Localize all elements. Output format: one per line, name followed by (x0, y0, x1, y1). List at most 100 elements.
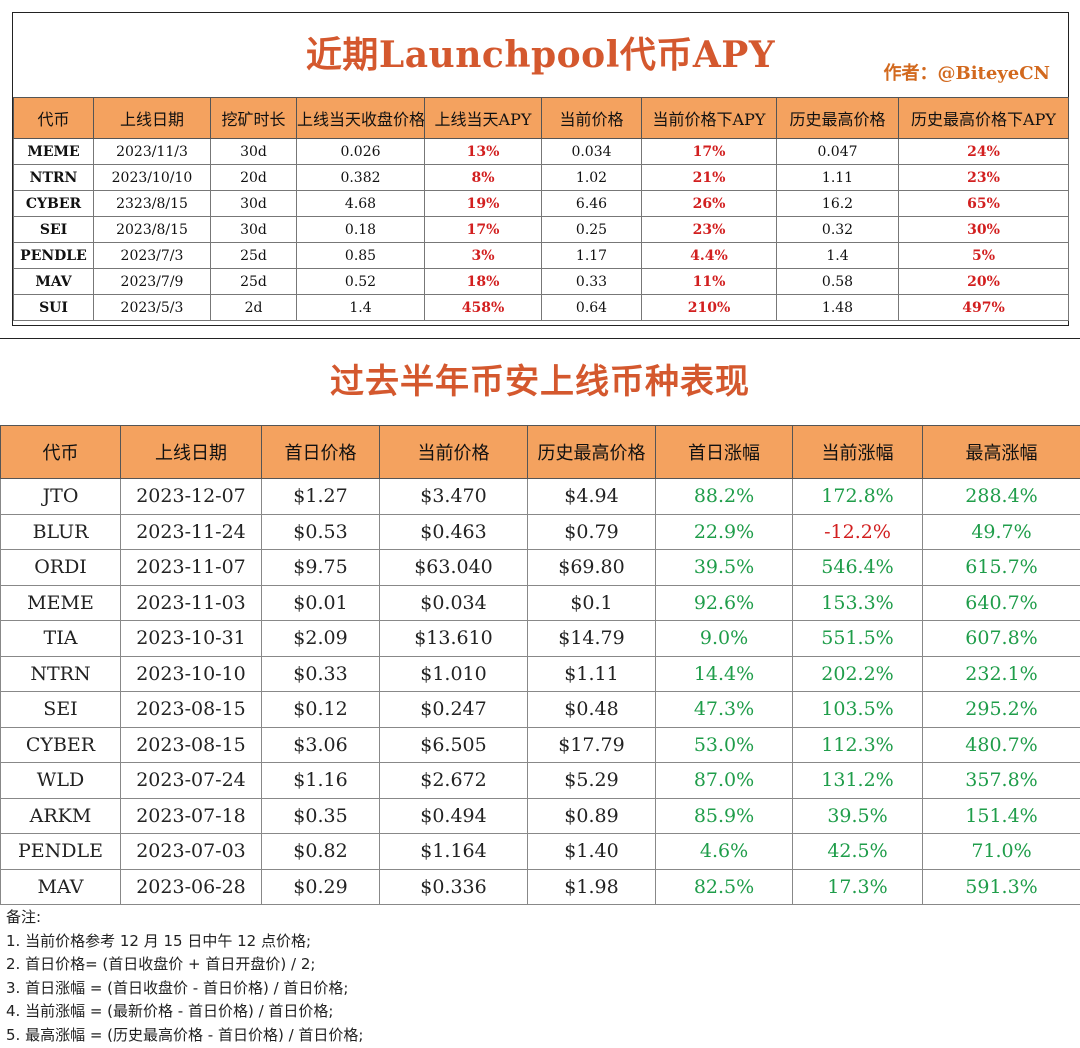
footnotes: 备注:1. 当前价格参考 12 月 15 日中午 12 点价格;2. 首日价格=… (6, 906, 363, 1048)
listing-cell: 232.1% (923, 656, 1080, 692)
listing-header-cell: 代币 (1, 426, 121, 479)
launchpool-cell: 2323/8/15 (94, 191, 211, 217)
launchpool-cell: 0.18 (297, 217, 425, 243)
launchpool-cell: 2023/7/3 (94, 243, 211, 269)
launchpool-cell: 2023/11/3 (94, 139, 211, 165)
launchpool-cell: 4.68 (297, 191, 425, 217)
listing-cell: 607.8% (923, 621, 1080, 657)
listing-cell: $0.336 (380, 869, 528, 905)
launchpool-cell: 2023/5/3 (94, 295, 211, 321)
listing-cell: $2.09 (262, 621, 380, 657)
listing-cell: 2023-10-31 (121, 621, 262, 657)
listing-cell: CYBER (1, 727, 121, 763)
listing-cell: 2023-07-24 (121, 763, 262, 799)
listing-cell: $1.27 (262, 479, 380, 515)
listing-cell: 2023-11-24 (121, 514, 262, 550)
author-credit: 作者：@BiteyeCN (883, 59, 1050, 85)
listing-cell: $0.82 (262, 834, 380, 870)
listing-cell: 288.4% (923, 479, 1080, 515)
footnote-line: 3. 首日涨幅 = (首日收盘价 - 首日价格) / 首日价格; (6, 977, 363, 1001)
listing-cell: 615.7% (923, 550, 1080, 586)
listing-cell: 2023-11-03 (121, 585, 262, 621)
listing-cell: 112.3% (793, 727, 923, 763)
listing-cell: $3.470 (380, 479, 528, 515)
listing-cell: 71.0% (923, 834, 1080, 870)
listing-cell: 551.5% (793, 621, 923, 657)
listing-header-cell: 上线日期 (121, 426, 262, 479)
listing-cell: 2023-10-10 (121, 656, 262, 692)
listing-cell: 47.3% (656, 692, 793, 728)
launchpool-cell: 2023/7/9 (94, 269, 211, 295)
launchpool-cell: 458% (425, 295, 542, 321)
listing-cell: 2023-07-03 (121, 834, 262, 870)
launchpool-cell: 8% (425, 165, 542, 191)
launchpool-cell: 210% (642, 295, 777, 321)
launchpool-apy-panel: 近期Launchpool代币APY 作者：@BiteyeCN 代币上线日期挖矿时… (12, 12, 1069, 326)
listing-header-cell: 最高涨幅 (923, 426, 1080, 479)
listing-cell: $13.610 (380, 621, 528, 657)
launchpool-header-cell: 上线当天APY (425, 98, 542, 139)
launchpool-cell: 0.25 (542, 217, 642, 243)
listing-cell: $0.33 (262, 656, 380, 692)
listing-cell: 82.5% (656, 869, 793, 905)
launchpool-cell: 21% (642, 165, 777, 191)
listing-cell: 202.2% (793, 656, 923, 692)
listing-cell: $0.48 (528, 692, 656, 728)
listing-cell: WLD (1, 763, 121, 799)
launchpool-cell: 1.17 (542, 243, 642, 269)
launchpool-cell: 0.026 (297, 139, 425, 165)
launchpool-cell: 19% (425, 191, 542, 217)
listing-cell: BLUR (1, 514, 121, 550)
listing-performance-title: 过去半年币安上线币种表现 (0, 340, 1080, 424)
listing-cell: 14.4% (656, 656, 793, 692)
launchpool-cell: 24% (899, 139, 1069, 165)
listing-cell: 172.8% (793, 479, 923, 515)
launchpool-cell: 0.64 (542, 295, 642, 321)
launchpool-header-cell: 代币 (14, 98, 94, 139)
listing-cell: $1.40 (528, 834, 656, 870)
launchpool-cell: 3% (425, 243, 542, 269)
launchpool-cell: 2d (211, 295, 297, 321)
listing-cell: $1.010 (380, 656, 528, 692)
listing-cell: MEME (1, 585, 121, 621)
launchpool-cell: 0.33 (542, 269, 642, 295)
listing-cell: ORDI (1, 550, 121, 586)
listing-cell: $6.505 (380, 727, 528, 763)
listing-cell: PENDLE (1, 834, 121, 870)
launchpool-cell: 30% (899, 217, 1069, 243)
footnote-line: 5. 最高涨幅 = (历史最高价格 - 首日价格) / 首日价格; (6, 1024, 363, 1048)
listing-cell: 49.7% (923, 514, 1080, 550)
listing-cell: 42.5% (793, 834, 923, 870)
listing-cell: $0.01 (262, 585, 380, 621)
launchpool-cell: 1.11 (777, 165, 899, 191)
launchpool-cell: 0.047 (777, 139, 899, 165)
launchpool-cell: 0.58 (777, 269, 899, 295)
listing-cell: 480.7% (923, 727, 1080, 763)
footnote-line: 4. 当前涨幅 = (最新价格 - 首日价格) / 首日价格; (6, 1000, 363, 1024)
listing-cell: 39.5% (793, 798, 923, 834)
listing-cell: 640.7% (923, 585, 1080, 621)
launchpool-cell: 13% (425, 139, 542, 165)
listing-cell: $0.89 (528, 798, 656, 834)
listing-cell: 131.2% (793, 763, 923, 799)
listing-header-cell: 首日涨幅 (656, 426, 793, 479)
listing-cell: 295.2% (923, 692, 1080, 728)
listing-cell: 17.3% (793, 869, 923, 905)
launchpool-cell: 4.4% (642, 243, 777, 269)
launchpool-cell: SUI (14, 295, 94, 321)
launchpool-cell: 2023/8/15 (94, 217, 211, 243)
listing-cell: $0.247 (380, 692, 528, 728)
launchpool-cell: PENDLE (14, 243, 94, 269)
launchpool-cell: 25d (211, 243, 297, 269)
